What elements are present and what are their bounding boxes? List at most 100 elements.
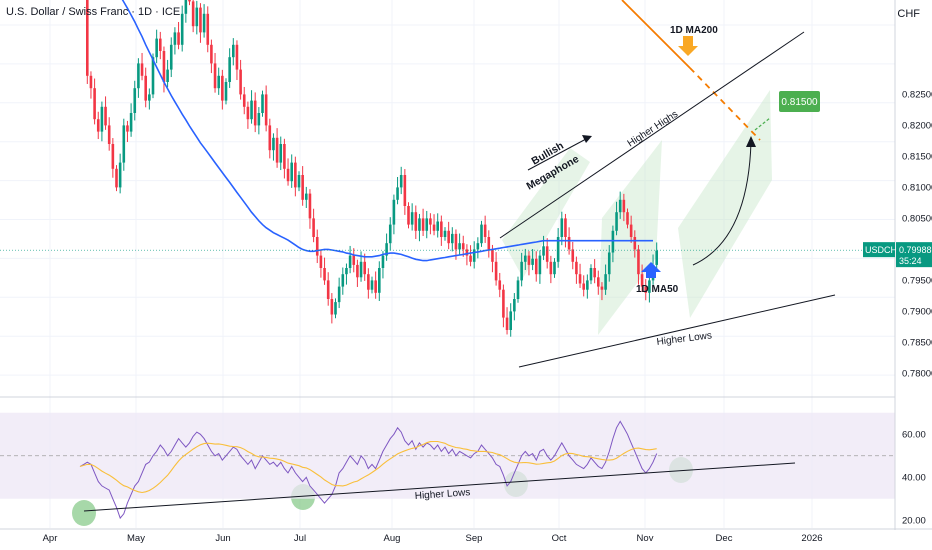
candle-body xyxy=(348,255,352,268)
candle-body xyxy=(363,261,366,275)
candle-body xyxy=(294,162,297,188)
candle-body xyxy=(177,32,180,45)
candle-body xyxy=(173,32,177,45)
green-channels xyxy=(502,90,772,335)
candle-body xyxy=(564,218,567,237)
candle-body xyxy=(392,199,396,225)
candle-body xyxy=(469,255,472,262)
rsi-panel xyxy=(0,412,895,520)
candle-body xyxy=(491,249,494,262)
candle-body xyxy=(367,274,370,290)
candle-body xyxy=(524,255,527,262)
candle-body xyxy=(115,168,118,188)
target-label: 0.81500 xyxy=(781,97,818,108)
candle-body xyxy=(644,286,648,293)
candle-body xyxy=(582,283,585,290)
candle-body xyxy=(458,243,461,250)
candle-body xyxy=(421,218,425,231)
candle-body xyxy=(275,137,279,163)
candle-body xyxy=(575,261,578,275)
ma200-label: 1D MA200 xyxy=(670,25,718,36)
candle-body xyxy=(604,274,607,290)
candle-body xyxy=(527,255,531,265)
candle-body xyxy=(118,162,122,188)
candle-body xyxy=(283,144,286,169)
candle-body xyxy=(308,193,312,219)
candle-body xyxy=(140,63,144,76)
candle-body xyxy=(531,258,534,265)
candle-body xyxy=(556,237,560,262)
candle-body xyxy=(148,94,151,101)
bull-channel xyxy=(598,140,662,335)
candle-body xyxy=(633,237,637,250)
ma200-projection xyxy=(689,67,761,141)
candle-body xyxy=(319,255,323,268)
rsi-higher-lows-label: Higher Lows xyxy=(414,487,470,502)
target-connector xyxy=(754,117,771,131)
candle-body xyxy=(199,7,202,33)
candle-body xyxy=(206,13,210,45)
candle-body xyxy=(549,261,553,275)
candle-body xyxy=(381,255,385,268)
ma200-line xyxy=(621,0,691,69)
candle-body xyxy=(195,7,199,27)
candle-body xyxy=(107,125,111,144)
candle-body xyxy=(242,94,246,107)
candle-body xyxy=(246,106,250,120)
candle-body xyxy=(250,100,253,120)
candle-body xyxy=(567,237,571,250)
candle-body xyxy=(447,230,450,244)
higher-lows-line xyxy=(518,294,836,368)
ma50-arrow xyxy=(641,262,661,278)
candle-body xyxy=(264,94,268,126)
candle-body xyxy=(89,75,93,89)
candle-body xyxy=(221,75,224,101)
time-tick-label: Sep xyxy=(466,533,483,544)
higher-lows-label: Higher Lows xyxy=(656,330,713,348)
candle-body xyxy=(509,311,512,330)
symbol-label: USDCHF xyxy=(865,245,903,255)
ma200-arrow xyxy=(678,36,698,56)
chart-title: U.S. Dollar / Swiss Franc · 1D · ICE xyxy=(6,6,181,18)
candle-body xyxy=(578,274,582,284)
target-badge xyxy=(779,91,820,112)
higher-highs-label: Higher Highs xyxy=(626,109,680,150)
rsi-tick-label: 20.00 xyxy=(902,515,926,526)
candle-body xyxy=(228,57,231,82)
candle-body xyxy=(443,230,447,237)
candle-body xyxy=(480,224,483,244)
candle-body xyxy=(378,268,381,293)
candle-body xyxy=(235,44,239,70)
price-tick-label: 0.78000 xyxy=(902,368,932,379)
candle-body xyxy=(640,274,644,287)
candle-body xyxy=(648,280,651,293)
higher-highs-line xyxy=(499,31,805,239)
candle-body xyxy=(202,13,206,33)
time-tick-label: Aug xyxy=(384,533,401,544)
candle-body xyxy=(326,280,330,299)
candle-body xyxy=(410,212,414,225)
candle-body xyxy=(191,1,195,27)
candle-body xyxy=(586,280,589,290)
candle-body xyxy=(542,246,545,256)
candle-body xyxy=(213,63,217,89)
candle-body xyxy=(629,224,633,237)
candle-body xyxy=(126,125,129,132)
time-tick-label: Jul xyxy=(294,533,306,544)
candle-body xyxy=(210,44,213,64)
price-label: 0.79988 xyxy=(899,245,932,255)
candle-body xyxy=(86,0,89,76)
price-tick-label: 0.81500 xyxy=(902,151,932,162)
candle-body xyxy=(323,268,326,281)
candle-body xyxy=(305,193,308,200)
candle-body xyxy=(217,75,220,89)
candle-body xyxy=(502,289,505,318)
symbol-badge xyxy=(863,242,895,258)
candle-body xyxy=(414,212,418,231)
candle-body xyxy=(403,175,407,206)
candle-body xyxy=(129,113,133,132)
candle-body xyxy=(520,261,523,281)
ma50-line xyxy=(121,0,653,262)
